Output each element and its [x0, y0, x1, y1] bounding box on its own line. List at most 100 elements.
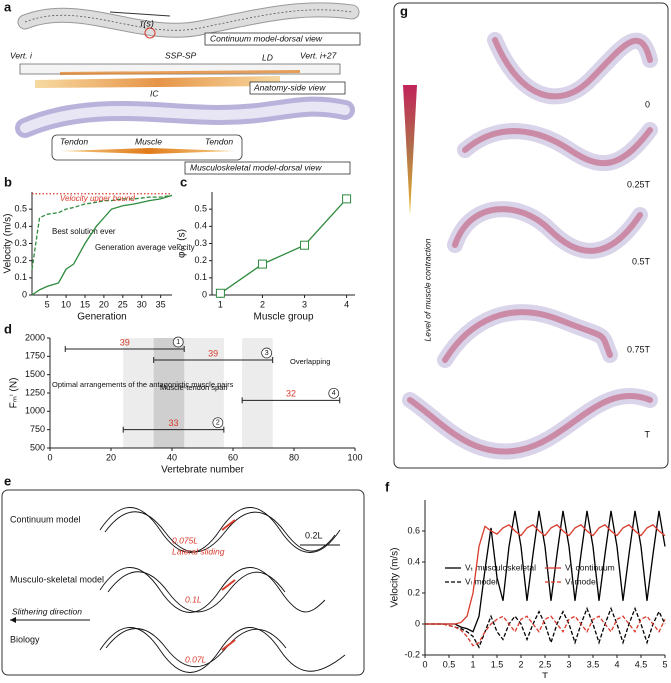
span-length: 39	[120, 337, 130, 347]
anatomy-label: SSP-SP	[165, 50, 197, 60]
legend-label: Vₜ musculoskeletal	[465, 562, 536, 572]
arrow	[221, 519, 236, 651]
row-label: Musculo-skeletal model	[10, 574, 104, 584]
line-series	[425, 606, 666, 649]
x-tick-label: 20	[106, 452, 116, 462]
muscle-shape	[60, 148, 235, 154]
x-tick-label: 15	[80, 299, 90, 309]
view-label: Anatomy-side view	[253, 82, 326, 92]
y-tick-label: 1000	[25, 406, 45, 416]
x-tick-label: 2	[518, 659, 523, 669]
x-tick-label: 20	[99, 299, 109, 309]
phase-label: 0.5T	[632, 256, 651, 266]
inset-box	[51, 134, 243, 161]
x-tick-label: 1	[218, 299, 223, 309]
x-tick-label: 40	[167, 452, 177, 462]
y-tick-label: 0.2	[407, 587, 420, 597]
line-series	[31, 194, 173, 296]
span-length: 32	[286, 389, 296, 399]
x-tick-label: 30	[137, 299, 147, 309]
label-box	[184, 161, 351, 175]
scale-label: Level of muscle contraction	[422, 238, 432, 341]
y-axis-label: φₘⁱ (s)	[177, 229, 188, 258]
tau-label: τ(s)	[140, 18, 154, 28]
contraction-scale	[403, 85, 417, 215]
muscle-band	[60, 70, 300, 75]
line-series	[425, 510, 666, 633]
y-tick-label: 0.4	[407, 556, 420, 566]
panel-frame	[393, 2, 669, 469]
y-tick-label: 1500	[25, 369, 45, 379]
panel-label: b	[4, 174, 12, 189]
phase-label: 0.25T	[627, 179, 651, 189]
panel-label: g	[400, 3, 408, 18]
annotation: Lateral sliding	[172, 546, 225, 556]
group-circle	[172, 336, 184, 348]
series-annotation: Generation average velocity	[95, 243, 195, 252]
y-axis-label: Velocity (m/s)	[3, 213, 14, 273]
legend-label: Vₗ model	[465, 576, 498, 586]
row-label: Biology	[10, 634, 40, 644]
phase-label: T	[645, 429, 651, 439]
panel-label: c	[180, 174, 187, 189]
y-tick-label: 0.4	[14, 221, 27, 231]
group-label: 2	[216, 420, 220, 427]
y-tick-label: 0.1	[14, 272, 27, 282]
x-axis-label: T	[542, 672, 548, 678]
x-tick-label: 60	[228, 452, 238, 462]
x-tick-label: 100	[347, 452, 362, 462]
y-tick-label: 2000	[25, 332, 45, 342]
x-tick-label: 0	[47, 452, 52, 462]
anatomy-label: Vert. i+27	[300, 50, 337, 60]
series-annotation: Best solution ever	[52, 227, 116, 236]
muscle-ic	[35, 76, 280, 88]
y-tick-label: 0.6	[407, 525, 420, 535]
x-axis-label: Vertebrate number	[161, 465, 244, 476]
x-tick-label: 5	[45, 299, 50, 309]
panel-frame	[1, 489, 365, 676]
amplitude: 0.075L	[172, 535, 198, 545]
y-tick-label: 0.2	[14, 255, 27, 265]
line-series	[220, 198, 348, 294]
amplitude: 0.07L	[185, 654, 207, 664]
line-series	[425, 615, 666, 647]
anatomy-label: IC	[150, 88, 159, 98]
y-tick-label: 1750	[25, 351, 45, 361]
marker	[342, 194, 352, 204]
waveforms	[99, 507, 346, 673]
group-circle	[328, 387, 340, 399]
inset-label: Muscle	[135, 136, 162, 146]
panel-label: a	[4, 0, 12, 14]
direction-label: Slithering direction	[12, 606, 82, 616]
y-tick-label: 0	[202, 289, 207, 299]
y-tick-label: 0.4	[194, 221, 207, 231]
arrow	[109, 11, 171, 17]
y-tick-label: -0.2	[404, 649, 420, 659]
phase-label: 0.75T	[627, 344, 651, 354]
y-tick-label: 0	[22, 289, 27, 299]
x-tick-label: 1	[470, 659, 475, 669]
x-tick-label: 10	[61, 299, 71, 309]
group-label: 3	[265, 350, 269, 357]
x-tick-label: 1.5	[491, 659, 504, 669]
worm-body	[18, 3, 359, 37]
arrow-head	[10, 617, 16, 623]
x-axis-label: Muscle group	[253, 312, 313, 323]
x-tick-label: 25	[118, 299, 128, 309]
x-tick-label: 2	[260, 299, 265, 309]
legend-label: Vₗ model	[565, 576, 598, 586]
group-circle	[261, 347, 272, 359]
annotation: Muscle-tendon span	[160, 383, 228, 392]
annotation: Overlapping	[290, 357, 330, 366]
y-tick-label: 0.5	[194, 204, 207, 214]
y-tick-label: 0.1	[194, 272, 207, 282]
group-label: 1	[176, 339, 180, 346]
marker	[300, 240, 310, 250]
marker	[257, 259, 267, 269]
band	[153, 338, 185, 448]
panel-label: d	[4, 321, 12, 336]
series-annotation: Velocity upper bound	[60, 194, 135, 203]
row-label: Continuum model	[10, 514, 81, 524]
scale-label: 0.2L	[305, 530, 323, 540]
